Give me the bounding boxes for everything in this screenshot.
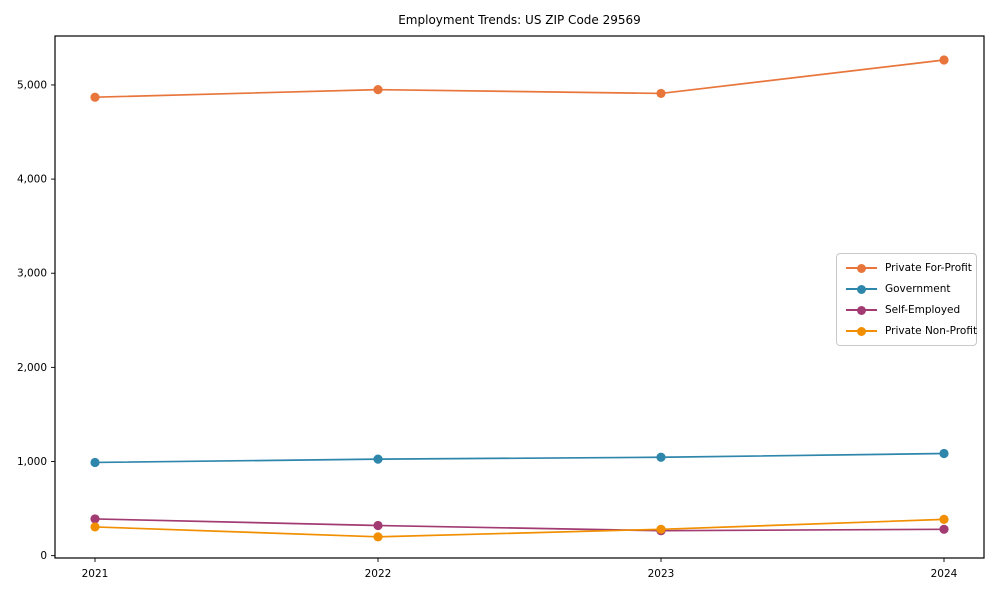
data-point-private-non-profit bbox=[656, 524, 666, 534]
data-point-private-non-profit bbox=[373, 532, 383, 542]
series-line-private-non-profit bbox=[94, 518, 945, 538]
legend-label: Government bbox=[885, 283, 951, 295]
legend-label: Private Non-Profit bbox=[885, 325, 978, 337]
x-axis-tick-label: 2024 bbox=[931, 568, 958, 580]
legend-dot-swatch bbox=[857, 305, 866, 315]
data-point-government bbox=[373, 454, 383, 464]
legend-marker-private-non-profit bbox=[846, 323, 877, 339]
legend-label: Private For-Profit bbox=[885, 262, 972, 274]
data-point-government bbox=[90, 457, 100, 468]
y-axis-tick-label: 4,000 bbox=[17, 174, 47, 186]
legend-label: Self-Employed bbox=[885, 304, 961, 316]
y-axis-tick-label: 3,000 bbox=[17, 268, 47, 280]
y-axis-tick-label: 1,000 bbox=[17, 456, 47, 468]
y-axis-tick-label: 2,000 bbox=[17, 362, 47, 374]
series-line-self-employed bbox=[94, 518, 945, 532]
data-point-self-employed bbox=[90, 514, 100, 524]
data-point-private-for-profit bbox=[656, 88, 666, 99]
legend-marker-private-for-profit bbox=[846, 260, 877, 276]
legend-dot-swatch bbox=[857, 263, 866, 273]
legend-dot-swatch bbox=[857, 326, 866, 336]
y-axis-tick-label: 0 bbox=[40, 550, 47, 562]
legend-entry-private-for-profit: Private For-Profit bbox=[846, 260, 972, 276]
legend-entry-self-employed: Self-Employed bbox=[846, 302, 968, 318]
data-point-private-non-profit bbox=[90, 522, 100, 532]
legend-marker-government bbox=[846, 281, 877, 297]
series-line-private-for-profit bbox=[94, 59, 945, 99]
legend-entry-government: Government bbox=[846, 281, 968, 297]
y-axis-tick-label: 5,000 bbox=[17, 79, 47, 91]
legend-entry-private-non-profit: Private Non-Profit bbox=[846, 323, 977, 339]
data-point-self-employed bbox=[373, 520, 383, 531]
data-point-private-for-profit bbox=[939, 55, 949, 65]
data-point-private-non-profit bbox=[939, 514, 949, 525]
series-line-government bbox=[94, 452, 945, 464]
data-point-private-for-profit bbox=[373, 85, 383, 95]
legend-marker-self-employed bbox=[846, 302, 877, 318]
legend-dot-swatch bbox=[857, 284, 866, 294]
data-point-private-for-profit bbox=[90, 92, 100, 102]
x-axis-tick-label: 2023 bbox=[648, 568, 675, 580]
data-point-government bbox=[939, 448, 949, 459]
legend: Private For-Profit Government Self-Emplo… bbox=[836, 253, 977, 346]
axes-spines bbox=[54, 35, 985, 559]
x-axis-tick-label: 2021 bbox=[82, 568, 109, 580]
x-axis-tick-label: 2022 bbox=[365, 568, 392, 580]
chart-title: Employment Trends: US ZIP Code 29569 bbox=[398, 13, 641, 27]
data-point-self-employed bbox=[939, 524, 949, 534]
data-point-government bbox=[656, 452, 666, 462]
